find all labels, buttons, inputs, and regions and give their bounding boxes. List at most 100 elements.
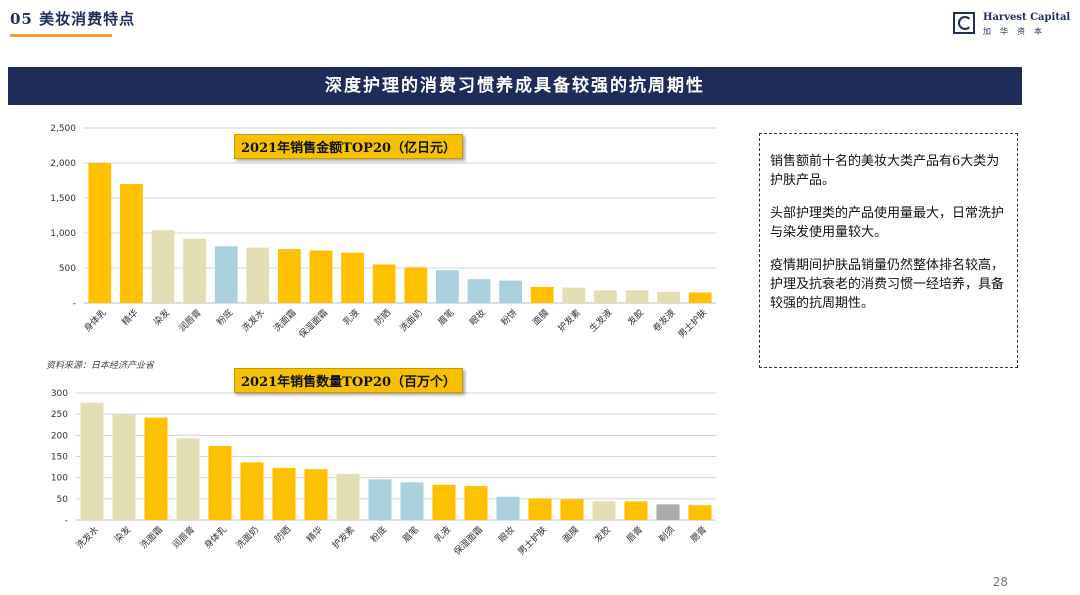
y-tick-label: 2,000 (50, 159, 76, 169)
x-tick-label: 防晒 (272, 524, 293, 545)
x-tick-label: 精华 (119, 307, 140, 328)
x-tick-label: 眉笔 (400, 524, 421, 545)
x-tick-label: 眼妆 (467, 307, 488, 328)
x-tick-label: 护发素 (555, 307, 583, 335)
bar (496, 496, 520, 520)
x-tick-label: 粉底 (368, 524, 389, 545)
sales-amount-chart: -500 1,000 1,500 2,000 2,500 身体乳 精华 染发 润唇膏 粉底 洗发水洗… (40, 118, 730, 350)
y-tick-label: 50 (57, 495, 69, 505)
bar (464, 486, 488, 520)
y-tick-label: 250 (51, 410, 68, 420)
bar (214, 246, 238, 303)
sales-volume-chart: - 50 100 150 200 250 300 洗发水 染发 洗面霜 润唇膏 身体乳 洗面奶 防晒 精华护… (40, 368, 730, 578)
x-tick-label: 发胶 (625, 307, 646, 328)
sales-amount-chart-svg: -5001,0001,5002,0002,500身体乳 精华 染发 润唇膏 粉底 洗发水洗… (50, 124, 716, 341)
note-1: 销售额前十名的美妆大类产品有6大类为护肤产品。 (770, 154, 1000, 188)
x-tick-label: 面膜 (561, 524, 582, 545)
y-tick-label: - (73, 299, 76, 309)
note-3: 疫情期间护肤品销量仍然整体排名较高，护理及抗衰老的消费习惯一经培养，具备较强的抗… (770, 258, 1005, 311)
bar (688, 292, 712, 303)
x-tick-label: 身体乳 (201, 524, 229, 552)
x-tick-label: 护发素 (329, 524, 357, 552)
bar (436, 270, 459, 303)
bar (499, 280, 522, 303)
bar (368, 479, 392, 520)
bar (341, 252, 364, 303)
bar (657, 291, 680, 303)
x-tick-label: 眼妆 (496, 524, 517, 545)
bar (208, 445, 232, 520)
x-tick-label: 防晒 (372, 307, 393, 328)
x-tick-label: 眉笔 (435, 307, 456, 328)
y-tick-label: 150 (51, 453, 68, 463)
bar (151, 230, 175, 303)
bar (246, 247, 270, 303)
x-tick-label: 生发液 (587, 307, 615, 335)
bar (372, 264, 396, 303)
y-tick-label: 200 (51, 431, 68, 441)
section-underline (10, 34, 112, 37)
x-tick-label: 男士护肤 (675, 307, 709, 341)
x-tick-label: 乳液 (432, 524, 453, 545)
y-tick-label: - (65, 516, 68, 526)
x-tick-label: 精华 (304, 524, 325, 545)
y-tick-label: 500 (59, 264, 76, 274)
bar (688, 505, 712, 520)
x-tick-label: 洗发水 (73, 524, 101, 552)
x-tick-label: 卷发液 (650, 307, 678, 335)
x-tick-label: 洗发水 (239, 307, 267, 335)
bar (592, 501, 616, 520)
logo-english-name: Harvest Capital (983, 12, 1071, 23)
x-tick-label: 剃须 (656, 524, 677, 545)
x-tick-label: 发胶 (592, 524, 613, 545)
bar (467, 279, 491, 303)
bar (88, 163, 112, 303)
bar (309, 250, 333, 303)
x-tick-label: 染发 (112, 524, 133, 545)
bar (272, 467, 296, 520)
x-tick-label: 腮膏 (688, 524, 709, 545)
sales-volume-chart-title: 2021年销售数量TOP20（百万个） (234, 368, 464, 393)
note-2: 头部护理类的产品使用量最大，日常洗护与染发使用量较大。 (770, 206, 1005, 240)
bar (528, 498, 552, 520)
y-tick-label: 300 (51, 389, 68, 399)
bar (400, 482, 424, 520)
bar (120, 184, 143, 303)
bar (530, 286, 554, 303)
x-tick-label: 染发 (151, 307, 172, 328)
bar (432, 484, 456, 520)
bar (336, 473, 360, 520)
y-tick-label: 1,000 (50, 229, 76, 239)
x-tick-label: 润唇膏 (169, 524, 197, 552)
x-tick-label: 面膜 (531, 307, 552, 328)
logo-mark-icon (953, 12, 975, 34)
bar (624, 501, 648, 520)
company-logo: Harvest Capital 加华资本 (953, 10, 1071, 40)
bar (656, 504, 680, 520)
bar (304, 469, 328, 520)
x-tick-label: 乳液 (340, 307, 361, 328)
x-tick-label: 保湿面霜 (296, 307, 330, 341)
logo-chinese-name: 加华资本 (983, 27, 1051, 36)
bar (144, 417, 168, 520)
bar (80, 402, 104, 520)
x-tick-label: 粉饼 (498, 307, 519, 328)
notes-box: 销售额前十名的美妆大类产品有6大类为护肤产品。 头部护理类的产品使用量最大，日常… (759, 133, 1018, 368)
bar (404, 267, 428, 303)
y-tick-label: 100 (51, 474, 68, 484)
y-tick-label: 1,500 (50, 194, 76, 204)
x-tick-label: 唇膏 (624, 524, 645, 545)
banner-title: 深度护理的消费习惯养成具备较强的抗周期性 (8, 67, 1022, 105)
sales-amount-chart-title: 2021年销售金额TOP20（亿日元） (234, 134, 464, 159)
x-tick-label: 洗面奶 (233, 524, 261, 552)
bar (278, 249, 301, 303)
x-tick-label: 洗面霜 (137, 524, 165, 552)
sales-volume-chart-svg: - 50 100 150 200 250 300 洗发水 染发 洗面霜 润唇膏 身体乳 洗面奶 防晒 精华护… (51, 389, 716, 558)
bar (562, 287, 586, 303)
bar (625, 290, 649, 303)
x-tick-label: 保湿面霜 (451, 524, 485, 558)
bar (594, 290, 617, 303)
bar (240, 462, 264, 520)
data-source: 资料来源：日本经济产业省 (46, 361, 155, 371)
x-tick-label: 粉底 (214, 307, 235, 328)
